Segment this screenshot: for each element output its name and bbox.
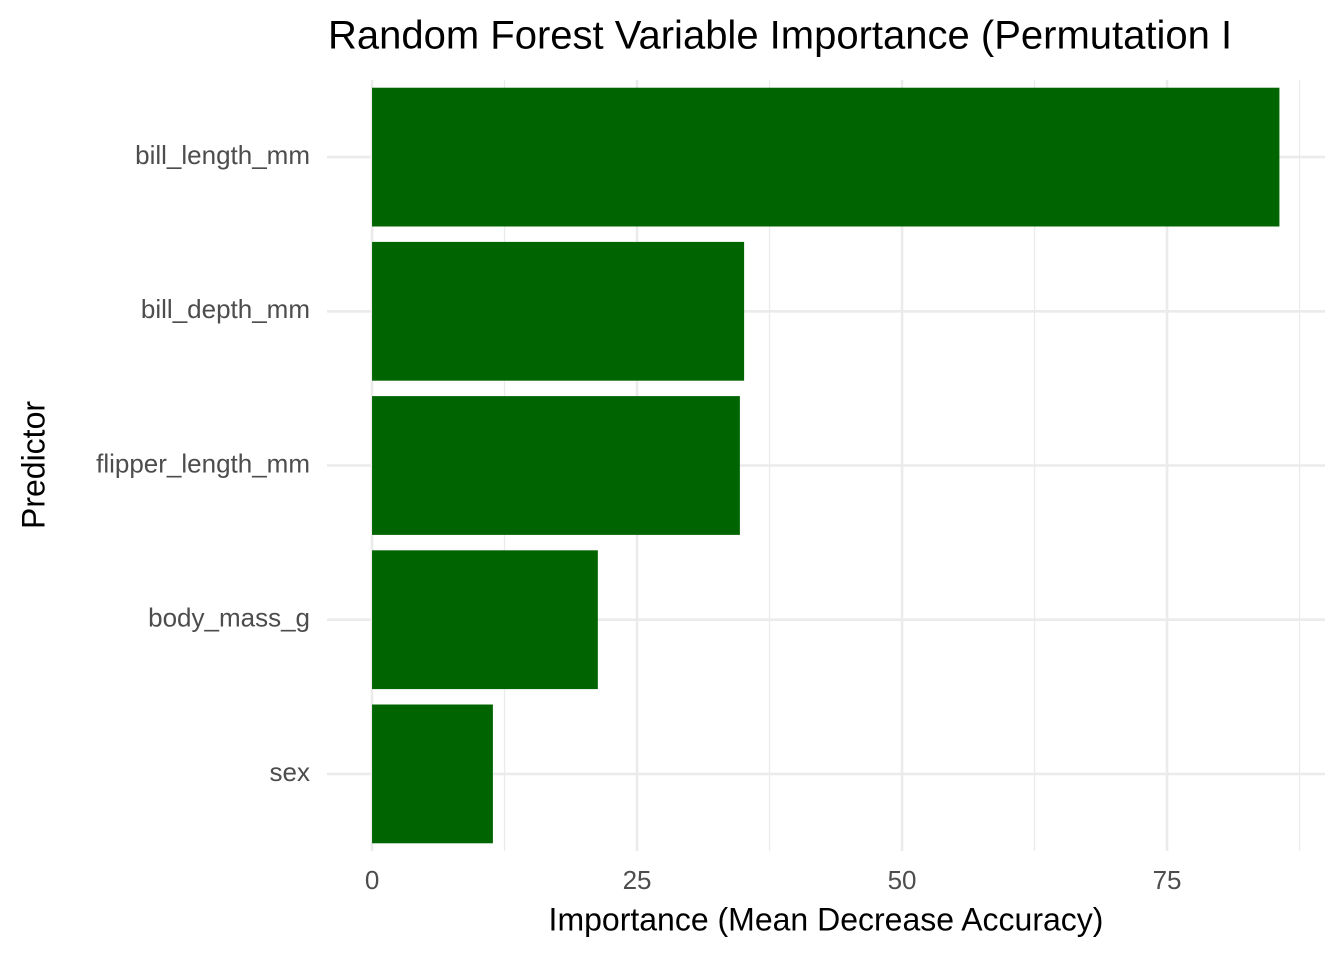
bar <box>372 704 493 844</box>
y-axis-label: Predictor <box>15 401 51 529</box>
x-tick-label: 50 <box>888 865 917 895</box>
y-tick-label: body_mass_g <box>148 603 310 633</box>
y-tick-label: bill_depth_mm <box>141 294 310 324</box>
x-tick-label: 0 <box>365 865 379 895</box>
y-tick-label: sex <box>270 757 310 787</box>
x-tick-label: 25 <box>623 865 652 895</box>
bar <box>372 396 740 535</box>
x-tick-label: 75 <box>1153 865 1182 895</box>
chart-title: Random Forest Variable Importance (Permu… <box>328 14 1232 58</box>
y-tick-label: flipper_length_mm <box>96 448 310 478</box>
bar <box>372 87 1280 227</box>
y-tick-label: bill_length_mm <box>135 140 310 170</box>
bar <box>372 241 745 381</box>
bar <box>372 550 598 690</box>
x-axis-label: Importance (Mean Decrease Accuracy) <box>549 901 1104 937</box>
